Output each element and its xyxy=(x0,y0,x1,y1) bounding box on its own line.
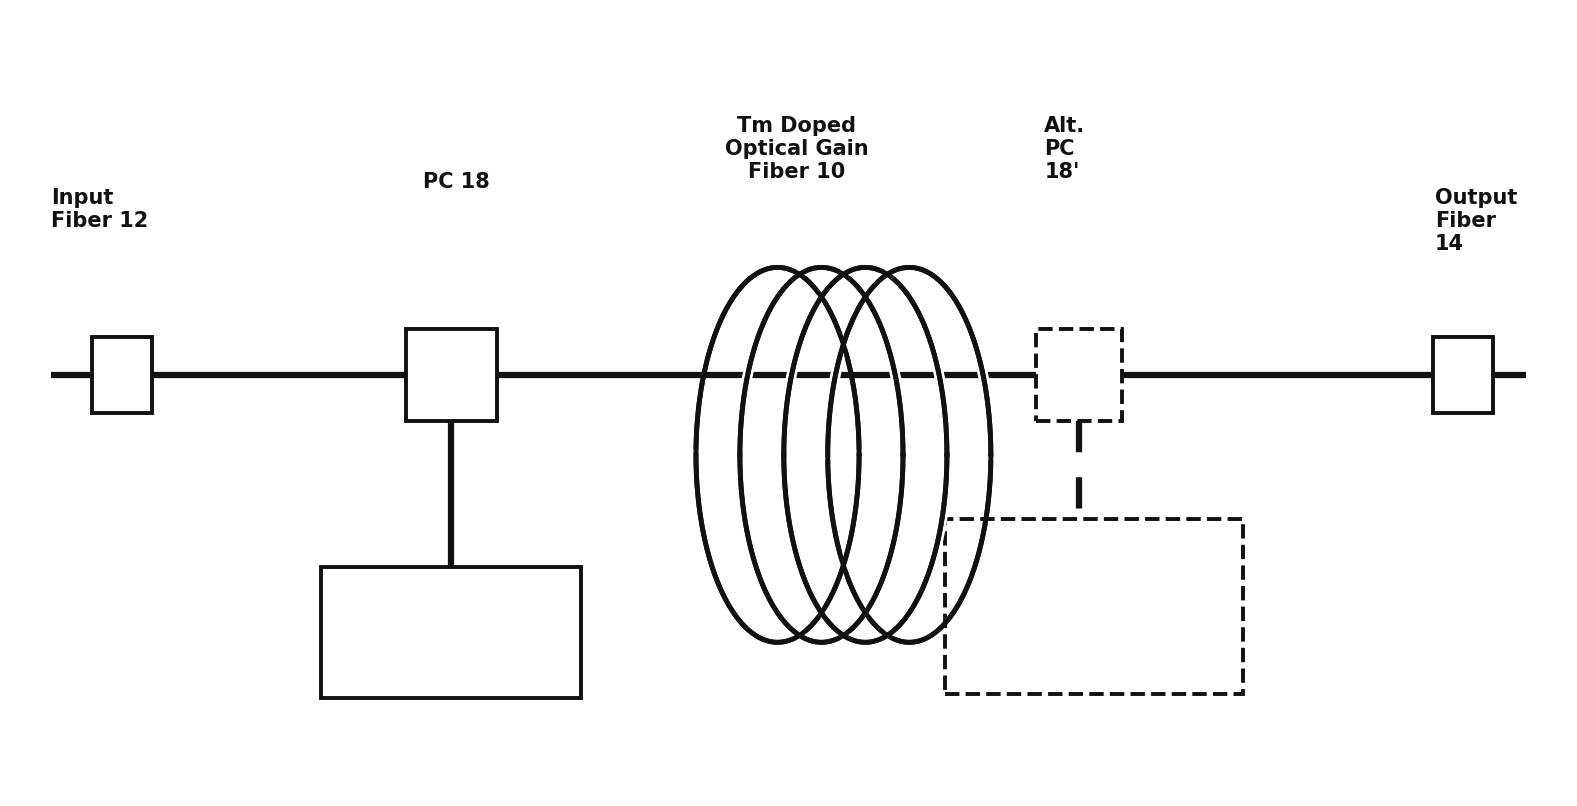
Text: Input
Fiber 12: Input Fiber 12 xyxy=(50,188,148,231)
Text: Alternate
Pump 16': Alternate Pump 16' xyxy=(1039,585,1150,628)
Text: Tm Doped
Optical Gain
Fiber 10: Tm Doped Optical Gain Fiber 10 xyxy=(724,116,869,182)
Bar xyxy=(322,567,582,698)
Bar xyxy=(405,329,497,421)
Bar xyxy=(1036,329,1121,421)
Bar xyxy=(945,519,1243,694)
Text: PC 18: PC 18 xyxy=(423,172,490,192)
Bar xyxy=(1433,337,1493,413)
Text: Alt.
PC
18': Alt. PC 18' xyxy=(1044,116,1085,182)
Bar xyxy=(91,337,151,413)
Text: Pump 16: Pump 16 xyxy=(399,622,503,642)
Text: Output
Fiber
14: Output Fiber 14 xyxy=(1435,188,1517,254)
